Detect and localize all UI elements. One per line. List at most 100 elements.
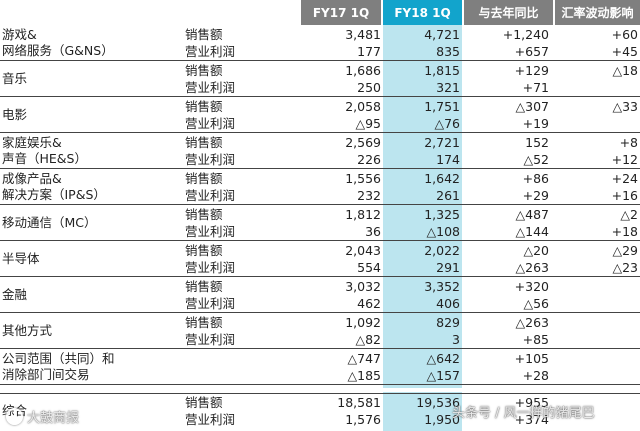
row-divider (0, 204, 640, 205)
value-fy17: 1,556 (345, 171, 381, 186)
value-fy17: 250 (357, 80, 381, 95)
value-fy18: 291 (436, 260, 460, 275)
column-header-fy17: FY17 1Q (301, 0, 381, 25)
metric-label: 营业利润 (185, 188, 236, 203)
value-yoy: △263 (515, 315, 549, 330)
segment-name: 移动通信（MC） (2, 205, 182, 241)
value-fx: △18 (612, 63, 638, 78)
value-yoy: +71 (522, 80, 549, 95)
value-fx: +16 (611, 188, 638, 203)
row-divider (0, 312, 640, 313)
segment-name: 半导体 (2, 241, 182, 277)
metric-label: 营业利润 (185, 260, 236, 275)
value-fy17: 177 (357, 44, 381, 59)
source-logo-icon (6, 408, 23, 425)
value-fy17: 1,686 (345, 63, 381, 78)
value-fy17: △185 (347, 368, 381, 383)
value-fx: +24 (611, 171, 638, 186)
row-divider (0, 348, 640, 349)
value-fx (555, 79, 638, 96)
value-fx: △23 (612, 260, 638, 275)
watermark-right: 头条号 / 风一样的猪尾巴 (452, 406, 595, 421)
value-yoy: +129 (514, 63, 549, 78)
segment-name-line: 游戏& (2, 27, 37, 42)
fy18-column-highlight-total (383, 392, 462, 431)
value-fx (555, 367, 638, 384)
row-divider (0, 60, 640, 61)
value-fy18: △108 (426, 224, 460, 239)
segment-name-line: 成像产品& (2, 171, 62, 186)
value-fy18: 261 (436, 188, 460, 203)
value-fy18: △642 (426, 351, 460, 366)
segment-name-line: 消除部门间交易 (2, 367, 90, 382)
value-fy17: 2,569 (345, 135, 381, 150)
value-fy18: 174 (436, 152, 460, 167)
value-fy17: 1,576 (345, 412, 381, 427)
value-fx: +8 (619, 135, 638, 150)
value-fy17: 232 (357, 188, 381, 203)
segment-block: 电影 销售额 2,058 1,751 △307 △33 营业利润 △95 △76 +19 (0, 97, 640, 133)
segment-block: 游戏& 网络服务（G&NS） 销售额 3,481 4,721 +1,240 +60 营业利润 1… (0, 25, 640, 61)
segment-name-line: 公司范围（共同）和 (2, 351, 115, 366)
value-fy17: 1,812 (345, 207, 381, 222)
value-fy17: 2,058 (345, 99, 381, 114)
value-fy18: 3,352 (424, 279, 460, 294)
value-fy18: 3 (452, 332, 460, 347)
value-fy18: 1,325 (424, 207, 460, 222)
value-yoy: +374 (514, 412, 549, 427)
value-yoy: +19 (522, 116, 549, 131)
metric-label: 营业利润 (185, 332, 236, 347)
metric-label: 销售额 (185, 207, 223, 222)
metric-label: 销售额 (185, 99, 223, 114)
value-fy18: 1,815 (424, 63, 460, 78)
value-fy18: △157 (426, 368, 460, 383)
metric-label: 营业利润 (185, 152, 236, 167)
value-fx: +18 (611, 224, 638, 239)
segment-block: 音乐 销售额 1,686 1,815 +129 △18 营业利润 250 321 +71 (0, 61, 640, 97)
segment-name-line: 声音（HE&S） (2, 151, 87, 166)
value-yoy: +320 (514, 279, 549, 294)
value-fx: +12 (611, 152, 638, 167)
segment-name: 家庭娱乐& 声音（HE&S） (2, 133, 182, 169)
value-yoy: △144 (515, 224, 549, 239)
value-fy18: 321 (436, 80, 460, 95)
value-fx: △33 (612, 99, 638, 114)
segment-name-line: 音乐 (2, 71, 28, 86)
metric-label: 销售额 (185, 135, 223, 150)
metric-label: 销售额 (185, 63, 223, 78)
total-block: 综合 销售额 18,581 19,536 +955 营业利润 1,576 1,950 +374 (0, 393, 640, 429)
metric-label: 销售额 (185, 171, 223, 186)
segment-name: 电影 (2, 97, 182, 133)
metric-label: 销售额 (185, 395, 223, 410)
value-fy17: 1,092 (345, 315, 381, 330)
value-yoy: +86 (522, 171, 549, 186)
value-yoy: +29 (522, 188, 549, 203)
watermark-left-text: 大鼓商报 (27, 411, 80, 426)
value-fx: △29 (612, 243, 638, 258)
value-yoy: +1,240 (502, 27, 549, 42)
value-fy17: △95 (355, 116, 381, 131)
value-yoy: △487 (515, 207, 549, 222)
value-fy18: 829 (436, 315, 460, 330)
row-divider (0, 96, 640, 97)
value-fy18: 406 (436, 296, 460, 311)
segment-name-line: 解决方案（IP&S） (2, 187, 106, 202)
segment-block: 家庭娱乐& 声音（HE&S） 销售额 2,569 2,721 152 +8 营业利润 226 17… (0, 133, 640, 169)
value-fy17: 2,043 (345, 243, 381, 258)
value-yoy: +28 (522, 368, 549, 383)
value-fy17: △82 (355, 332, 381, 347)
segment-name: 成像产品& 解决方案（IP&S） (2, 169, 182, 205)
segment-block: 公司范围（共同）和 消除部门间交易 △747 △642 +105 △185 △157 +28 (0, 349, 640, 385)
segment-name: 金融 (2, 277, 182, 313)
value-fy18: 1,642 (424, 171, 460, 186)
value-fy17: 3,032 (345, 279, 381, 294)
segment-name: 公司范围（共同）和 消除部门间交易 (2, 349, 182, 385)
value-fy18: 835 (436, 44, 460, 59)
value-yoy: △52 (523, 152, 549, 167)
row-divider (0, 240, 640, 241)
metric-label: 销售额 (185, 315, 223, 330)
segment-name-line: 金融 (2, 287, 28, 302)
value-fx: △2 (620, 207, 638, 222)
value-fx (555, 350, 638, 367)
value-yoy: +657 (514, 44, 549, 59)
